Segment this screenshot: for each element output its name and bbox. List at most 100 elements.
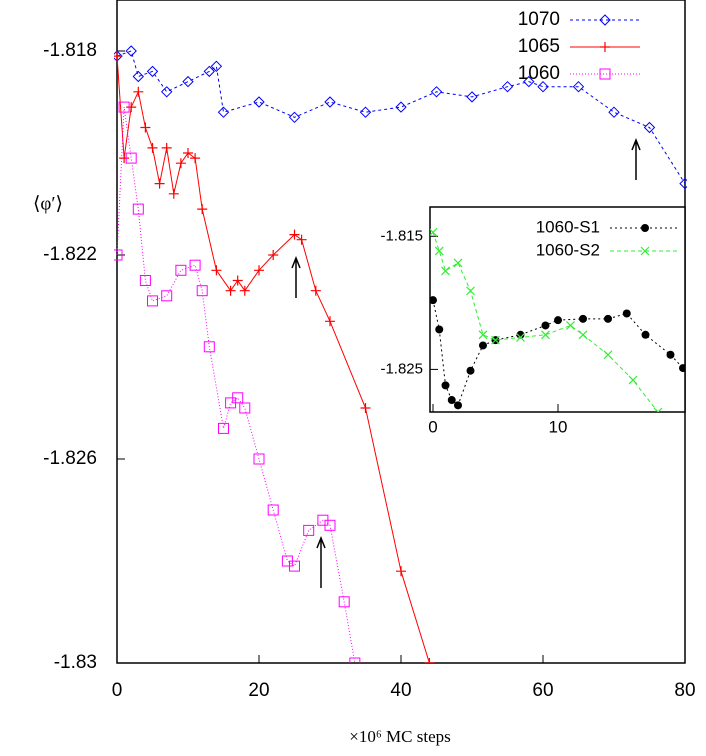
marker bbox=[175, 158, 186, 169]
marker bbox=[325, 316, 335, 327]
marker bbox=[189, 259, 201, 271]
y-tick-label: -1.83 bbox=[54, 652, 97, 673]
marker bbox=[566, 321, 575, 330]
marker bbox=[430, 227, 438, 237]
marker bbox=[225, 285, 236, 296]
marker bbox=[579, 314, 587, 323]
series-line bbox=[116, 50, 686, 184]
marker bbox=[114, 51, 122, 62]
marker bbox=[289, 229, 300, 240]
marker bbox=[268, 250, 279, 260]
marker bbox=[190, 153, 201, 164]
marker bbox=[641, 330, 650, 339]
marker bbox=[653, 407, 663, 412]
marker bbox=[666, 350, 675, 359]
marker bbox=[132, 70, 145, 83]
x-tick-label: 10 bbox=[549, 417, 568, 436]
marker bbox=[210, 60, 223, 73]
legend-marker bbox=[641, 224, 649, 232]
legend-label: 1060 bbox=[518, 63, 560, 84]
marker bbox=[430, 86, 443, 98]
marker bbox=[578, 330, 588, 340]
marker bbox=[203, 341, 215, 353]
inset-background bbox=[430, 207, 685, 412]
marker bbox=[479, 341, 487, 350]
marker bbox=[679, 177, 687, 190]
marker bbox=[118, 101, 130, 113]
marker bbox=[239, 285, 250, 296]
x-tick-label: 0 bbox=[428, 417, 437, 436]
marker bbox=[454, 401, 462, 410]
marker bbox=[154, 178, 165, 189]
marker bbox=[679, 364, 685, 373]
marker bbox=[466, 91, 478, 103]
marker bbox=[126, 102, 137, 113]
marker bbox=[133, 86, 144, 97]
marker bbox=[253, 96, 265, 108]
marker bbox=[604, 314, 612, 323]
marker bbox=[132, 203, 144, 215]
legend-marker bbox=[640, 246, 650, 256]
marker bbox=[466, 286, 475, 296]
marker bbox=[324, 96, 336, 108]
legend-label: 1070 bbox=[518, 9, 560, 30]
x-tick-label: 20 bbox=[248, 680, 269, 701]
marker bbox=[360, 403, 371, 413]
series-line bbox=[432, 300, 684, 407]
marker bbox=[501, 80, 514, 93]
marker bbox=[523, 75, 535, 88]
marker bbox=[232, 275, 243, 286]
x-tick-label: 40 bbox=[390, 680, 411, 701]
x-tick-label: 0 bbox=[112, 680, 123, 701]
y-tick-label: -1.818 bbox=[43, 40, 97, 61]
marker bbox=[359, 106, 372, 118]
marker bbox=[424, 658, 435, 663]
x-axis-label: ×10⁶ MC steps bbox=[349, 727, 450, 746]
y-tick-label: -1.826 bbox=[43, 448, 97, 469]
marker bbox=[125, 152, 137, 164]
marker bbox=[175, 264, 187, 276]
series-line bbox=[116, 56, 430, 663]
marker bbox=[183, 148, 193, 158]
plot-area bbox=[430, 227, 685, 412]
marker bbox=[146, 65, 159, 78]
marker bbox=[296, 234, 307, 245]
marker bbox=[303, 524, 315, 536]
marker bbox=[441, 266, 450, 276]
marker bbox=[289, 560, 300, 572]
marker bbox=[310, 285, 321, 296]
marker bbox=[197, 204, 208, 215]
y-tick-label: -1.815 bbox=[380, 227, 423, 244]
marker bbox=[478, 330, 488, 340]
y-axis-label: ⟨φ′⟩ bbox=[33, 193, 63, 214]
marker bbox=[160, 86, 173, 98]
marker bbox=[447, 396, 456, 405]
marker bbox=[441, 381, 450, 390]
y-tick-label: -1.822 bbox=[43, 244, 97, 265]
marker bbox=[161, 290, 173, 302]
marker bbox=[239, 402, 251, 414]
marker bbox=[119, 153, 130, 164]
marker bbox=[114, 249, 123, 261]
series-line bbox=[116, 107, 356, 663]
marker bbox=[161, 142, 172, 153]
marker bbox=[140, 122, 151, 133]
marker bbox=[516, 330, 525, 339]
marker bbox=[622, 309, 631, 318]
marker bbox=[453, 258, 463, 268]
marker bbox=[537, 80, 549, 93]
legend-label: 1060-S2 bbox=[536, 240, 600, 259]
marker bbox=[182, 75, 194, 88]
marker bbox=[232, 392, 244, 404]
marker bbox=[430, 296, 437, 305]
x-tick-label: 60 bbox=[532, 680, 553, 701]
marker bbox=[168, 188, 179, 199]
marker bbox=[572, 80, 585, 93]
x-tick-label: 80 bbox=[674, 680, 695, 701]
marker bbox=[516, 333, 525, 342]
marker bbox=[203, 65, 216, 78]
legend-marker bbox=[599, 14, 611, 26]
legend-marker bbox=[599, 68, 611, 80]
